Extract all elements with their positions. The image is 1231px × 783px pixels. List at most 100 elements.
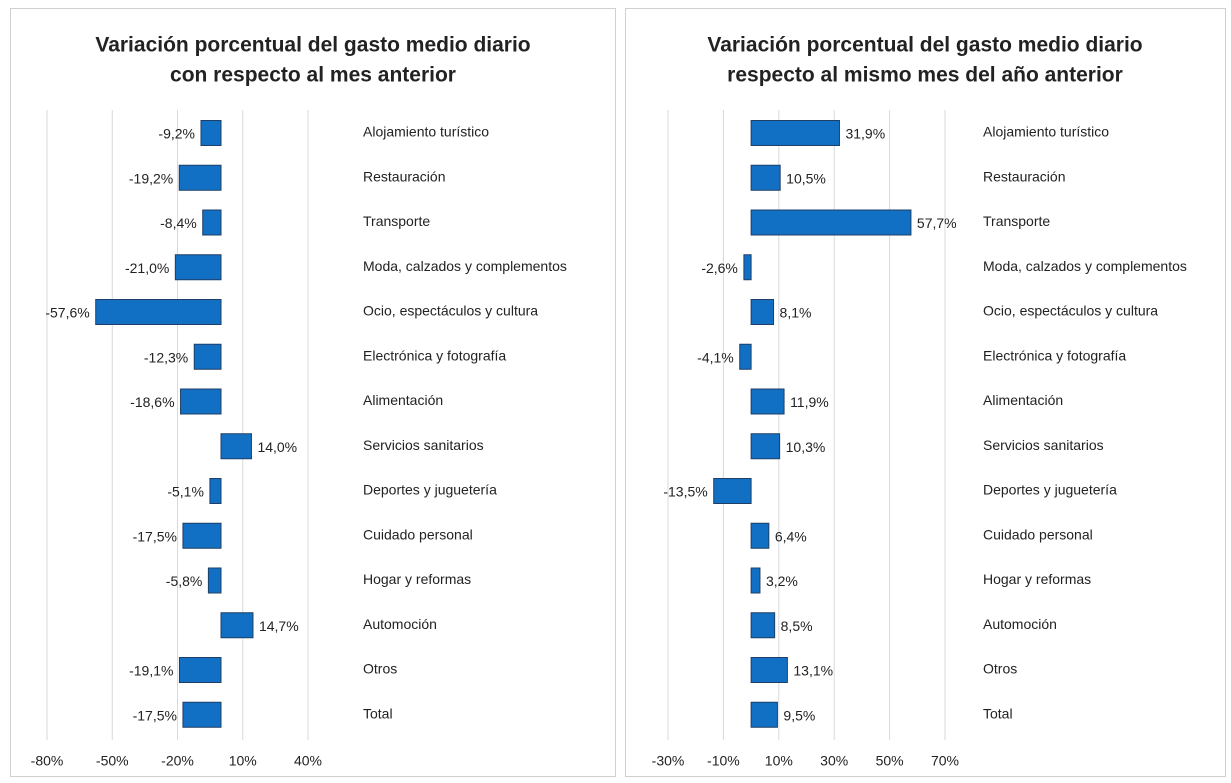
bar — [209, 478, 222, 504]
value-label: -12,3% — [144, 349, 188, 365]
bar — [739, 343, 752, 370]
bar — [750, 120, 840, 146]
bar — [202, 209, 222, 236]
value-label: -4,1% — [697, 349, 734, 365]
category-label: Otros — [983, 661, 1017, 677]
value-label: 8,5% — [781, 618, 813, 634]
value-label: -13,5% — [663, 484, 707, 500]
bar — [178, 164, 222, 191]
category-label: Electrónica y fotografía — [363, 347, 506, 363]
bar — [743, 254, 752, 281]
value-label: 9,5% — [783, 707, 815, 723]
value-label: -19,1% — [129, 663, 173, 679]
bar — [182, 701, 222, 728]
bar — [207, 567, 222, 594]
bar — [220, 612, 254, 639]
category-label: Restauración — [983, 168, 1066, 184]
x-tick-label: 50% — [876, 753, 904, 769]
x-tick-label: -10% — [707, 753, 740, 769]
x-tick-label: 10% — [765, 753, 793, 769]
value-label: -17,5% — [133, 528, 177, 544]
value-label: -5,1% — [167, 484, 204, 500]
x-tick-label: 30% — [820, 753, 848, 769]
category-label: Alojamiento turístico — [363, 124, 489, 140]
x-tick-label: -30% — [652, 753, 685, 769]
x-tick-label: 70% — [931, 753, 959, 769]
value-label: -2,6% — [701, 260, 738, 276]
panel-border — [10, 8, 616, 777]
category-label: Hogar y reformas — [983, 571, 1091, 587]
value-label: 3,2% — [766, 573, 798, 589]
category-label: Ocio, espectáculos y cultura — [983, 303, 1158, 319]
bar — [200, 120, 222, 146]
value-label: -9,2% — [158, 126, 195, 142]
category-label: Electrónica y fotografía — [983, 347, 1126, 363]
category-label: Transporte — [363, 213, 430, 229]
value-label: 11,9% — [790, 394, 829, 410]
chart-title: con respecto al mes anterior — [170, 64, 456, 87]
chart-title: respecto al mismo mes del año anterior — [727, 64, 1123, 87]
value-label: 6,4% — [775, 528, 807, 544]
bar — [750, 701, 778, 728]
category-label: Ocio, espectáculos y cultura — [363, 303, 538, 319]
value-label: 57,7% — [917, 215, 957, 231]
bar — [750, 299, 775, 325]
bar — [750, 612, 776, 639]
value-label: -21,0% — [125, 260, 169, 276]
category-label: Servicios sanitarios — [983, 437, 1104, 453]
chart-title: Variación porcentual del gasto medio dia… — [707, 34, 1142, 57]
bar — [178, 657, 222, 683]
bar — [193, 343, 222, 370]
bar — [750, 522, 770, 549]
value-label: -8,4% — [160, 215, 197, 231]
category-label: Transporte — [983, 213, 1050, 229]
value-label: -17,5% — [133, 707, 177, 723]
category-label: Total — [363, 705, 393, 721]
x-tick-label: 10% — [229, 753, 257, 769]
bar — [750, 567, 761, 594]
value-label: -19,2% — [129, 170, 173, 186]
x-tick-label: -20% — [161, 753, 194, 769]
category-label: Deportes y juguetería — [363, 482, 497, 498]
bar — [750, 164, 781, 191]
bar — [182, 522, 222, 549]
category-label: Cuidado personal — [983, 526, 1093, 542]
bar — [713, 478, 752, 504]
value-label: 13,1% — [793, 663, 833, 679]
value-label: 31,9% — [845, 126, 885, 142]
category-label: Restauración — [363, 168, 446, 184]
category-label: Deportes y juguetería — [983, 482, 1117, 498]
bar — [95, 299, 222, 325]
category-label: Alimentación — [363, 392, 443, 408]
category-label: Automoción — [983, 616, 1057, 632]
panel-border — [625, 8, 1226, 777]
bar — [220, 433, 252, 460]
value-label: 10,3% — [786, 439, 826, 455]
x-tick-label: 40% — [294, 753, 322, 769]
value-label: 14,7% — [259, 618, 299, 634]
bar — [750, 657, 788, 683]
value-label: -5,8% — [166, 573, 203, 589]
chart-title: Variación porcentual del gasto medio dia… — [95, 34, 530, 57]
value-label: -18,6% — [130, 394, 174, 410]
x-tick-label: -80% — [31, 753, 64, 769]
value-label: 8,1% — [780, 305, 812, 321]
bar — [750, 388, 785, 415]
value-label: 10,5% — [786, 170, 826, 186]
category-label: Automoción — [363, 616, 437, 632]
category-label: Servicios sanitarios — [363, 437, 484, 453]
category-label: Total — [983, 705, 1013, 721]
x-tick-label: -50% — [96, 753, 129, 769]
category-label: Cuidado personal — [363, 526, 473, 542]
bar — [174, 254, 222, 281]
category-label: Alojamiento turístico — [983, 124, 1109, 140]
bar — [180, 388, 222, 415]
bar — [750, 433, 781, 460]
bar — [750, 209, 912, 236]
category-label: Moda, calzados y complementos — [983, 258, 1187, 274]
category-label: Otros — [363, 661, 397, 677]
value-label: 14,0% — [257, 439, 297, 455]
category-label: Moda, calzados y complementos — [363, 258, 567, 274]
category-label: Hogar y reformas — [363, 571, 471, 587]
